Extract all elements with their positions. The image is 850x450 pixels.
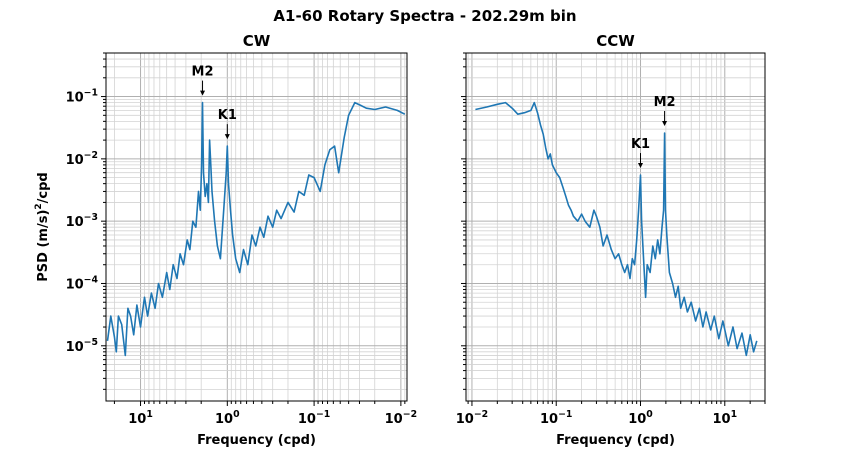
x-tick-label: 101	[712, 409, 737, 427]
peak-annotation: K1	[631, 137, 650, 169]
ccw-panel: CCW 10−2 10−1 100 101 Frequency (cpd) K1 M2	[456, 32, 766, 448]
annotation-arrowhead	[662, 121, 668, 127]
annotation-arrowhead	[224, 134, 230, 140]
x-axis-label: Frequency (cpd)	[197, 433, 316, 448]
peak-annotation: M2	[192, 65, 214, 96]
x-tick-label: 10−2	[456, 409, 488, 427]
annotation-label: K1	[631, 137, 650, 152]
annotation-label: K1	[218, 108, 237, 123]
y-tick-label: 10−4	[66, 274, 99, 292]
axes-frame	[105, 52, 408, 402]
x-axis-label: Frequency (cpd)	[556, 433, 675, 448]
y-tick-label: 10−3	[66, 212, 98, 230]
psd-series-line	[475, 101, 758, 357]
y-axis-label: PSD (m/s)2/cpd	[34, 172, 51, 281]
x-tick-label: 10−1	[298, 409, 330, 427]
y-tick-label: 10−2	[66, 150, 98, 168]
x-tick-label: 10−2	[385, 409, 417, 427]
panel-title: CW	[243, 32, 271, 50]
annotation-arrowhead	[638, 163, 644, 169]
y-tick-label: 10−1	[66, 88, 98, 106]
x-tick-label: 100	[215, 409, 240, 427]
peak-annotation: M2	[654, 95, 676, 127]
x-tick-label: 100	[628, 409, 653, 427]
axes-frame	[465, 52, 766, 402]
y-tick-label: 10−5	[66, 337, 98, 355]
y-axis-label-text: PSD (m/s)2/cpd	[34, 172, 51, 281]
figure-title: A1-60 Rotary Spectra - 202.29m bin	[273, 7, 576, 25]
grid	[466, 52, 766, 401]
annotation-label: M2	[192, 65, 214, 80]
x-tick-label: 10−1	[540, 409, 572, 427]
panel-title: CCW	[596, 32, 635, 50]
cw-panel: CW 101 100 10−1 10−2 Frequency (cpd) 10−5 10−4 1…	[66, 32, 418, 448]
annotation-label: M2	[654, 95, 676, 110]
psd-series-line	[106, 101, 406, 357]
peak-annotation: K1	[218, 108, 237, 140]
annotation-arrowhead	[200, 90, 206, 96]
x-tick-label: 101	[128, 409, 153, 427]
